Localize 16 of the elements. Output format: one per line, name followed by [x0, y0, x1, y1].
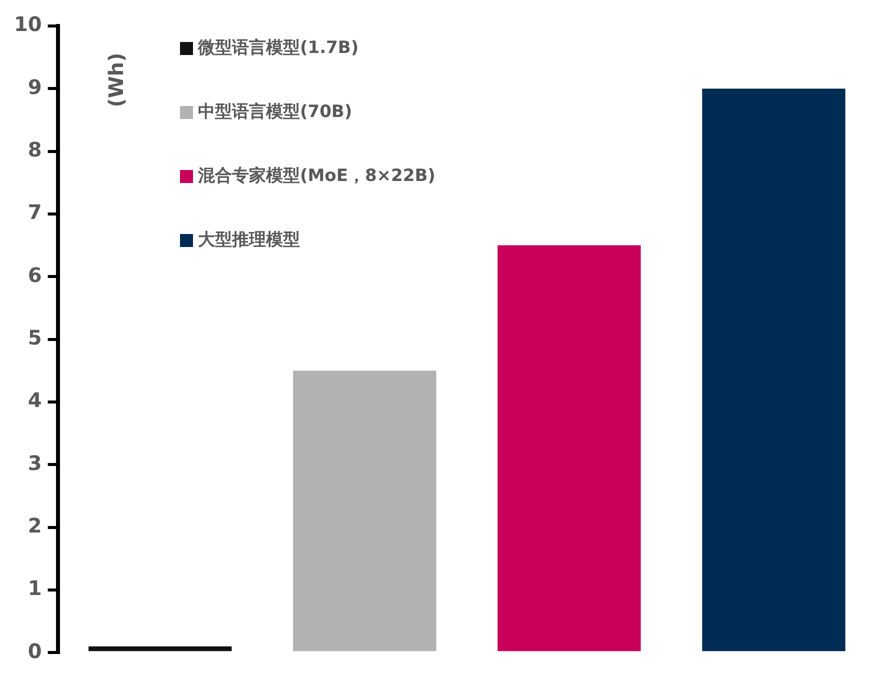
y-tick-label: 8: [28, 138, 42, 162]
y-axis-title: (Wh): [104, 52, 128, 110]
legend-label: 大型推理模型: [198, 229, 300, 252]
y-tick-label: 10: [14, 12, 42, 36]
y-tick-label: 1: [28, 576, 42, 600]
y-tick-label: 7: [28, 200, 42, 224]
y-tick-label: 5: [28, 326, 42, 350]
legend-label: 微型语言模型(1.7B): [198, 37, 359, 60]
y-tick-label: 6: [28, 262, 42, 287]
legend-label: 混合专家模型(MoE，8×22B): [198, 165, 436, 188]
y-tick-label: 4: [28, 388, 42, 412]
y-tick-label: 0: [28, 638, 42, 663]
y-tick-label: 2: [28, 513, 42, 538]
y-tick-label: 3: [28, 450, 42, 475]
legend-label: 中型语言模型(70B): [198, 101, 352, 124]
y-tick-label: 9: [28, 74, 42, 99]
